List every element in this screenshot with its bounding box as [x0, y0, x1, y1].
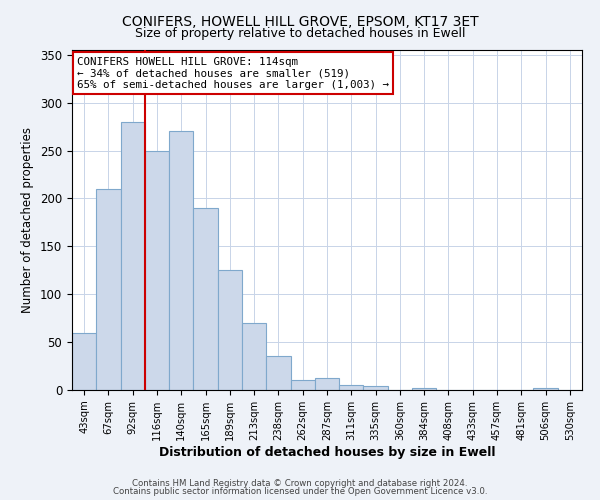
- Text: CONIFERS, HOWELL HILL GROVE, EPSOM, KT17 3ET: CONIFERS, HOWELL HILL GROVE, EPSOM, KT17…: [122, 15, 478, 29]
- Bar: [96, 189, 121, 390]
- Bar: [145, 150, 169, 390]
- Text: Contains public sector information licensed under the Open Government Licence v3: Contains public sector information licen…: [113, 488, 487, 496]
- Bar: [193, 208, 218, 390]
- Bar: [339, 385, 364, 390]
- Bar: [218, 270, 242, 390]
- Bar: [412, 388, 436, 390]
- Title: CONIFERS, HOWELL HILL GROVE, EPSOM, KT17 3ET
Size of property relative to detach: CONIFERS, HOWELL HILL GROVE, EPSOM, KT17…: [0, 499, 1, 500]
- Text: CONIFERS HOWELL HILL GROVE: 114sqm
← 34% of detached houses are smaller (519)
65: CONIFERS HOWELL HILL GROVE: 114sqm ← 34%…: [77, 57, 389, 90]
- Bar: [121, 122, 145, 390]
- Bar: [315, 378, 339, 390]
- Bar: [169, 132, 193, 390]
- Bar: [533, 388, 558, 390]
- Text: Contains HM Land Registry data © Crown copyright and database right 2024.: Contains HM Land Registry data © Crown c…: [132, 478, 468, 488]
- Bar: [290, 380, 315, 390]
- Bar: [72, 332, 96, 390]
- Text: Size of property relative to detached houses in Ewell: Size of property relative to detached ho…: [135, 28, 465, 40]
- X-axis label: Distribution of detached houses by size in Ewell: Distribution of detached houses by size …: [159, 446, 495, 458]
- Bar: [242, 323, 266, 390]
- Y-axis label: Number of detached properties: Number of detached properties: [22, 127, 34, 313]
- Bar: [364, 386, 388, 390]
- Bar: [266, 356, 290, 390]
